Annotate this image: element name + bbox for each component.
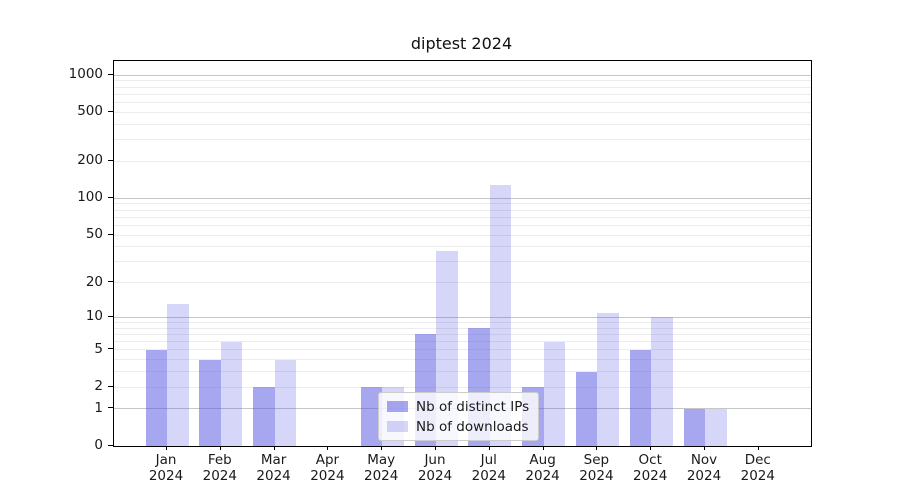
y-gridline-9 — [114, 321, 811, 323]
bar-downloads-aug — [543, 341, 566, 446]
y-gridline-500 — [114, 111, 811, 113]
y-gridline-30 — [114, 261, 811, 263]
y-gridline-80 — [114, 209, 811, 211]
y-tick-label-2: 2 — [94, 378, 103, 395]
y-tick-label-20: 20 — [85, 273, 103, 290]
y-gridline-200 — [114, 160, 811, 162]
y-gridline-7 — [114, 333, 811, 335]
legend-swatch-distinct-ips — [387, 401, 408, 412]
x-tick-label-mar: Mar 2024 — [256, 452, 291, 484]
y-gridline-40 — [114, 246, 811, 248]
y-tick-label-10: 10 — [85, 308, 103, 325]
y-tick-label-5: 5 — [94, 340, 103, 357]
y-gridline-300 — [114, 139, 811, 141]
y-tick-5 — [108, 348, 113, 350]
y-gridline-2 — [114, 386, 811, 388]
x-tick-label-oct: Oct 2024 — [633, 452, 668, 484]
y-tick-label-500: 500 — [77, 103, 103, 120]
y-gridline-20 — [114, 282, 811, 284]
x-tick-label-aug: Aug 2024 — [525, 452, 560, 484]
bar-ips-jan — [145, 349, 167, 446]
x-tick-label-may: May 2024 — [364, 452, 399, 484]
x-tick-label-sep: Sep 2024 — [579, 452, 614, 484]
legend-label-downloads: Nb of downloads — [416, 418, 529, 435]
y-gridline-10 — [114, 316, 811, 318]
y-gridline-70 — [114, 216, 811, 218]
y-tick-100 — [108, 196, 113, 198]
bar-downloads-mar — [274, 359, 297, 446]
bar-downloads-feb — [220, 341, 243, 446]
x-tick-may — [381, 446, 383, 450]
x-tick-apr — [327, 446, 329, 450]
y-tick-label-0: 0 — [94, 437, 103, 453]
y-gridline-4 — [114, 359, 811, 361]
bar-ips-mar — [253, 387, 275, 446]
bar-downloads-oct — [651, 317, 673, 446]
x-tick-label-jan: Jan 2024 — [148, 452, 184, 484]
y-gridline-100 — [114, 197, 811, 199]
y-tick-label-1: 1 — [94, 399, 103, 416]
y-tick-2 — [108, 385, 113, 387]
legend-label-distinct-ips: Nb of distinct IPs — [416, 398, 530, 415]
bar-downloads-nov — [705, 408, 727, 446]
y-tick-50 — [108, 233, 113, 235]
y-gridline-3 — [114, 371, 811, 373]
legend-swatch-downloads — [387, 421, 408, 432]
y-tick-1000 — [108, 73, 113, 75]
x-tick-label-dec: Dec 2024 — [740, 452, 775, 484]
y-gridline-6 — [114, 341, 811, 343]
legend-item-distinct-ips: Nb of distinct IPs — [387, 398, 529, 415]
x-tick-label-apr: Apr 2024 — [310, 452, 345, 484]
x-tick-label-jul: Jul 2024 — [471, 452, 506, 484]
bar-downloads-sep — [597, 312, 619, 446]
x-tick-mar — [273, 446, 275, 450]
x-tick-feb — [219, 446, 221, 450]
y-gridline-50 — [114, 234, 811, 236]
plot-area — [113, 60, 812, 447]
bar-ips-nov — [683, 408, 705, 446]
y-tick-1 — [108, 407, 113, 409]
y-tick-label-1000: 1000 — [68, 66, 103, 83]
y-gridline-600 — [114, 102, 811, 104]
y-tick-0 — [108, 444, 113, 446]
y-gridline-8 — [114, 327, 811, 329]
x-tick-label-jun: Jun 2024 — [417, 452, 453, 484]
x-tick-label-nov: Nov 2024 — [686, 452, 722, 484]
bar-downloads-jul — [489, 185, 512, 446]
x-tick-jul — [488, 446, 490, 450]
x-tick-sep — [596, 446, 598, 450]
x-tick-jun — [435, 446, 436, 450]
chart-title: diptest 2024 — [410, 34, 513, 53]
x-tick-jan — [166, 446, 167, 450]
y-gridline-60 — [114, 224, 811, 226]
y-tick-200 — [108, 159, 113, 161]
y-gridline-5 — [114, 349, 811, 351]
y-tick-label-100: 100 — [77, 189, 103, 206]
y-gridline-400 — [114, 123, 811, 125]
y-gridline-800 — [114, 86, 811, 88]
y-tick-label-200: 200 — [77, 152, 103, 169]
x-tick-dec — [757, 446, 759, 450]
x-tick-nov — [704, 446, 705, 450]
bar-downloads-jan — [167, 304, 189, 446]
bar-ips-feb — [199, 359, 221, 446]
legend-item-downloads: Nb of downloads — [387, 418, 529, 435]
bar-ips-sep — [575, 371, 598, 446]
x-tick-oct — [650, 446, 652, 450]
y-tick-20 — [108, 281, 113, 283]
legend: Nb of distinct IPs Nb of downloads — [378, 392, 540, 441]
y-tick-500 — [108, 110, 113, 112]
y-gridline-90 — [114, 203, 811, 205]
y-tick-10 — [108, 315, 113, 317]
bar-ips-may — [360, 387, 383, 446]
y-tick-label-50: 50 — [85, 226, 103, 243]
x-tick-label-feb: Feb 2024 — [202, 452, 237, 484]
y-gridline-700 — [114, 93, 811, 95]
x-tick-aug — [542, 446, 544, 450]
y-gridline-900 — [114, 80, 811, 82]
bar-ips-oct — [629, 349, 652, 446]
y-gridline-1000 — [114, 74, 811, 76]
